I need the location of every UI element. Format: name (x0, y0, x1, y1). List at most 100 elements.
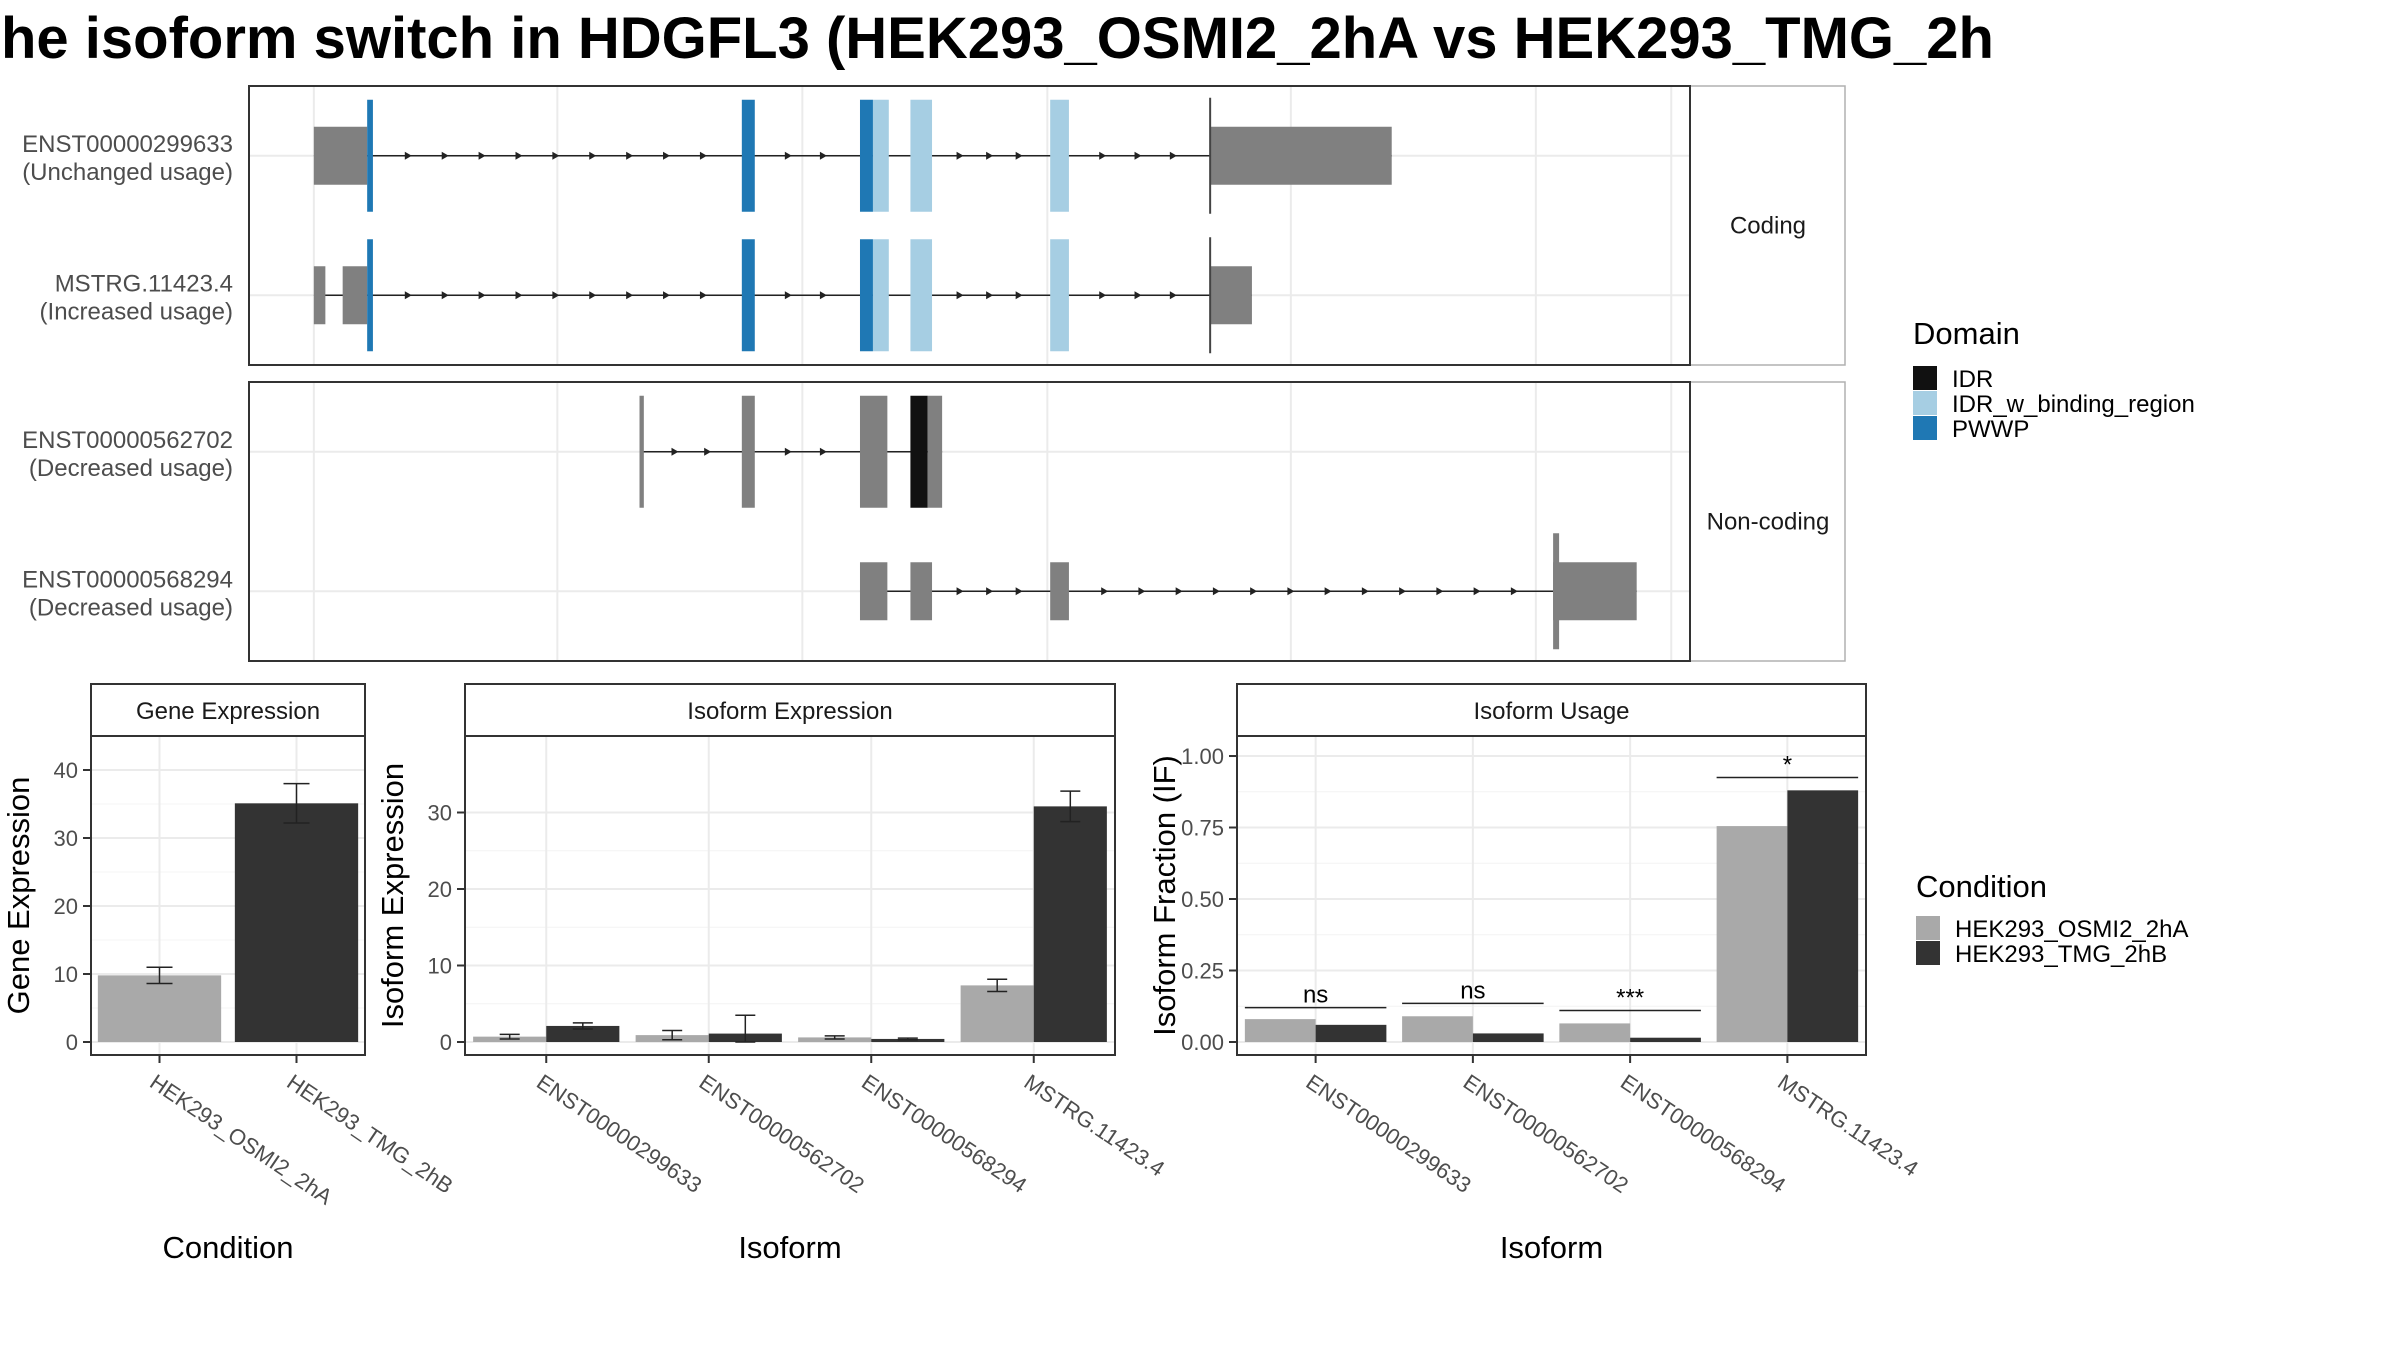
bar (1472, 1033, 1544, 1042)
intron-arrow (515, 151, 523, 160)
intron-arrow (552, 291, 560, 300)
intron-arrow (986, 291, 994, 300)
panel-strip-label: Isoform Expression (687, 698, 892, 725)
intron-arrow (986, 151, 994, 160)
x-tick-label: MSTRG.11423.4 (1773, 1069, 1922, 1181)
bar (1630, 1037, 1701, 1042)
exon-IDR_w_binding_region (872, 239, 889, 352)
panel-strip (90, 683, 366, 737)
intron-arrow (819, 447, 827, 456)
transcript-label: ENST00000299633 (22, 131, 233, 158)
intron-arrow (441, 291, 449, 300)
intron-arrow (589, 151, 597, 160)
transcript-usage-label: (Decreased usage) (29, 594, 233, 621)
domain-legend-swatch (1913, 416, 1937, 440)
intron-arrow (1212, 587, 1220, 596)
bar (1716, 826, 1788, 1042)
y-tick-label: 0.50 (1181, 887, 1224, 912)
exon-marker (1553, 533, 1560, 650)
intron-arrow (626, 151, 634, 160)
bar (546, 1025, 620, 1042)
transcript-label: ENST00000568294 (22, 566, 233, 593)
intron-arrow (515, 291, 523, 300)
exon-utr (741, 395, 755, 508)
exon-IDR_w_binding_region (872, 99, 889, 212)
exon-utr (859, 395, 888, 508)
intron-arrow (552, 151, 560, 160)
intron-arrow (1287, 587, 1295, 596)
exon-utr (859, 562, 888, 621)
y-tick-label: 1.00 (1181, 744, 1224, 769)
bar (1315, 1024, 1387, 1042)
domain-legend-title: Domain (1913, 316, 2020, 351)
bar (871, 1038, 945, 1042)
transcript-facet-border (248, 381, 1691, 662)
transcript-facet-border (248, 85, 1691, 366)
y-tick-label: 0.75 (1181, 816, 1224, 841)
intron-arrow (784, 447, 792, 456)
bar (234, 803, 359, 1042)
exon-utr (927, 395, 943, 508)
intron-arrow (1099, 151, 1107, 160)
exon-PWWP (367, 99, 373, 212)
intron-arrow (663, 291, 671, 300)
exon-utr (639, 395, 644, 508)
domain-legend-label: IDR_w_binding_region (1952, 391, 2195, 418)
bar (960, 985, 1034, 1042)
exon-PWWP (859, 99, 873, 212)
exon-PWWP (741, 99, 755, 212)
bar (1244, 1019, 1316, 1042)
y-axis-title: Gene Expression (1, 777, 36, 1015)
intron-arrow (1510, 587, 1518, 596)
exon-utr (313, 126, 368, 185)
condition-legend-swatch (1916, 916, 1940, 940)
y-tick-label: 0 (66, 1030, 78, 1055)
intron-arrow (1436, 587, 1444, 596)
transcript-label: MSTRG.11423.4 (55, 270, 233, 297)
intron-arrow (1134, 291, 1142, 300)
x-tick-label: ENST00000299633 (1302, 1069, 1476, 1198)
exon-utr (910, 562, 933, 621)
bar (1033, 806, 1107, 1042)
intron-arrow (441, 151, 449, 160)
intron-arrow (1169, 291, 1177, 300)
x-tick-label: ENST00000562702 (695, 1069, 869, 1198)
transcript-structure-panel: Coding Non-coding ENST00000299633(Unchange… (22, 85, 1846, 662)
exon-IDR_w_binding_region (1050, 99, 1069, 212)
exon-PWWP (367, 239, 373, 352)
y-tick-label: 0.25 (1181, 959, 1224, 984)
intron-arrow (589, 291, 597, 300)
intron-arrow (478, 151, 486, 160)
x-tick-label: ENST00000568294 (857, 1069, 1031, 1198)
significance-label: * (1783, 751, 1792, 778)
intron-arrow (956, 151, 964, 160)
intron-arrow (1015, 587, 1023, 596)
y-tick-label: 20 (54, 894, 78, 919)
bar (1559, 1023, 1631, 1042)
panel-strip (1236, 683, 1867, 737)
intron-arrow (819, 291, 827, 300)
x-axis-title: Isoform (1500, 1230, 1603, 1265)
intron-arrow (1399, 587, 1407, 596)
bar (1402, 1016, 1473, 1042)
y-tick-label: 20 (428, 877, 452, 902)
y-tick-label: 10 (54, 962, 78, 987)
intron-arrow (671, 447, 679, 456)
domain-legend-label: PWWP (1952, 416, 2029, 443)
x-tick-label: ENST00000568294 (1616, 1069, 1790, 1198)
condition-legend-title: Condition (1916, 869, 2047, 904)
exon-IDR (910, 395, 928, 508)
condition-legend-label: HEK293_TMG_2hB (1955, 941, 2167, 968)
intron-arrow (1169, 151, 1177, 160)
intron-arrow (404, 291, 412, 300)
intron-arrow (699, 151, 707, 160)
exon-utr (342, 266, 368, 325)
exon-utr (1553, 562, 1637, 621)
x-tick-label: ENST00000299633 (532, 1069, 706, 1198)
y-tick-label: 30 (54, 826, 78, 851)
domain-legend-swatch (1913, 391, 1937, 415)
intron-arrow (1250, 587, 1258, 596)
exon-IDR_w_binding_region (910, 239, 933, 352)
x-axis-title: Condition (163, 1230, 294, 1265)
